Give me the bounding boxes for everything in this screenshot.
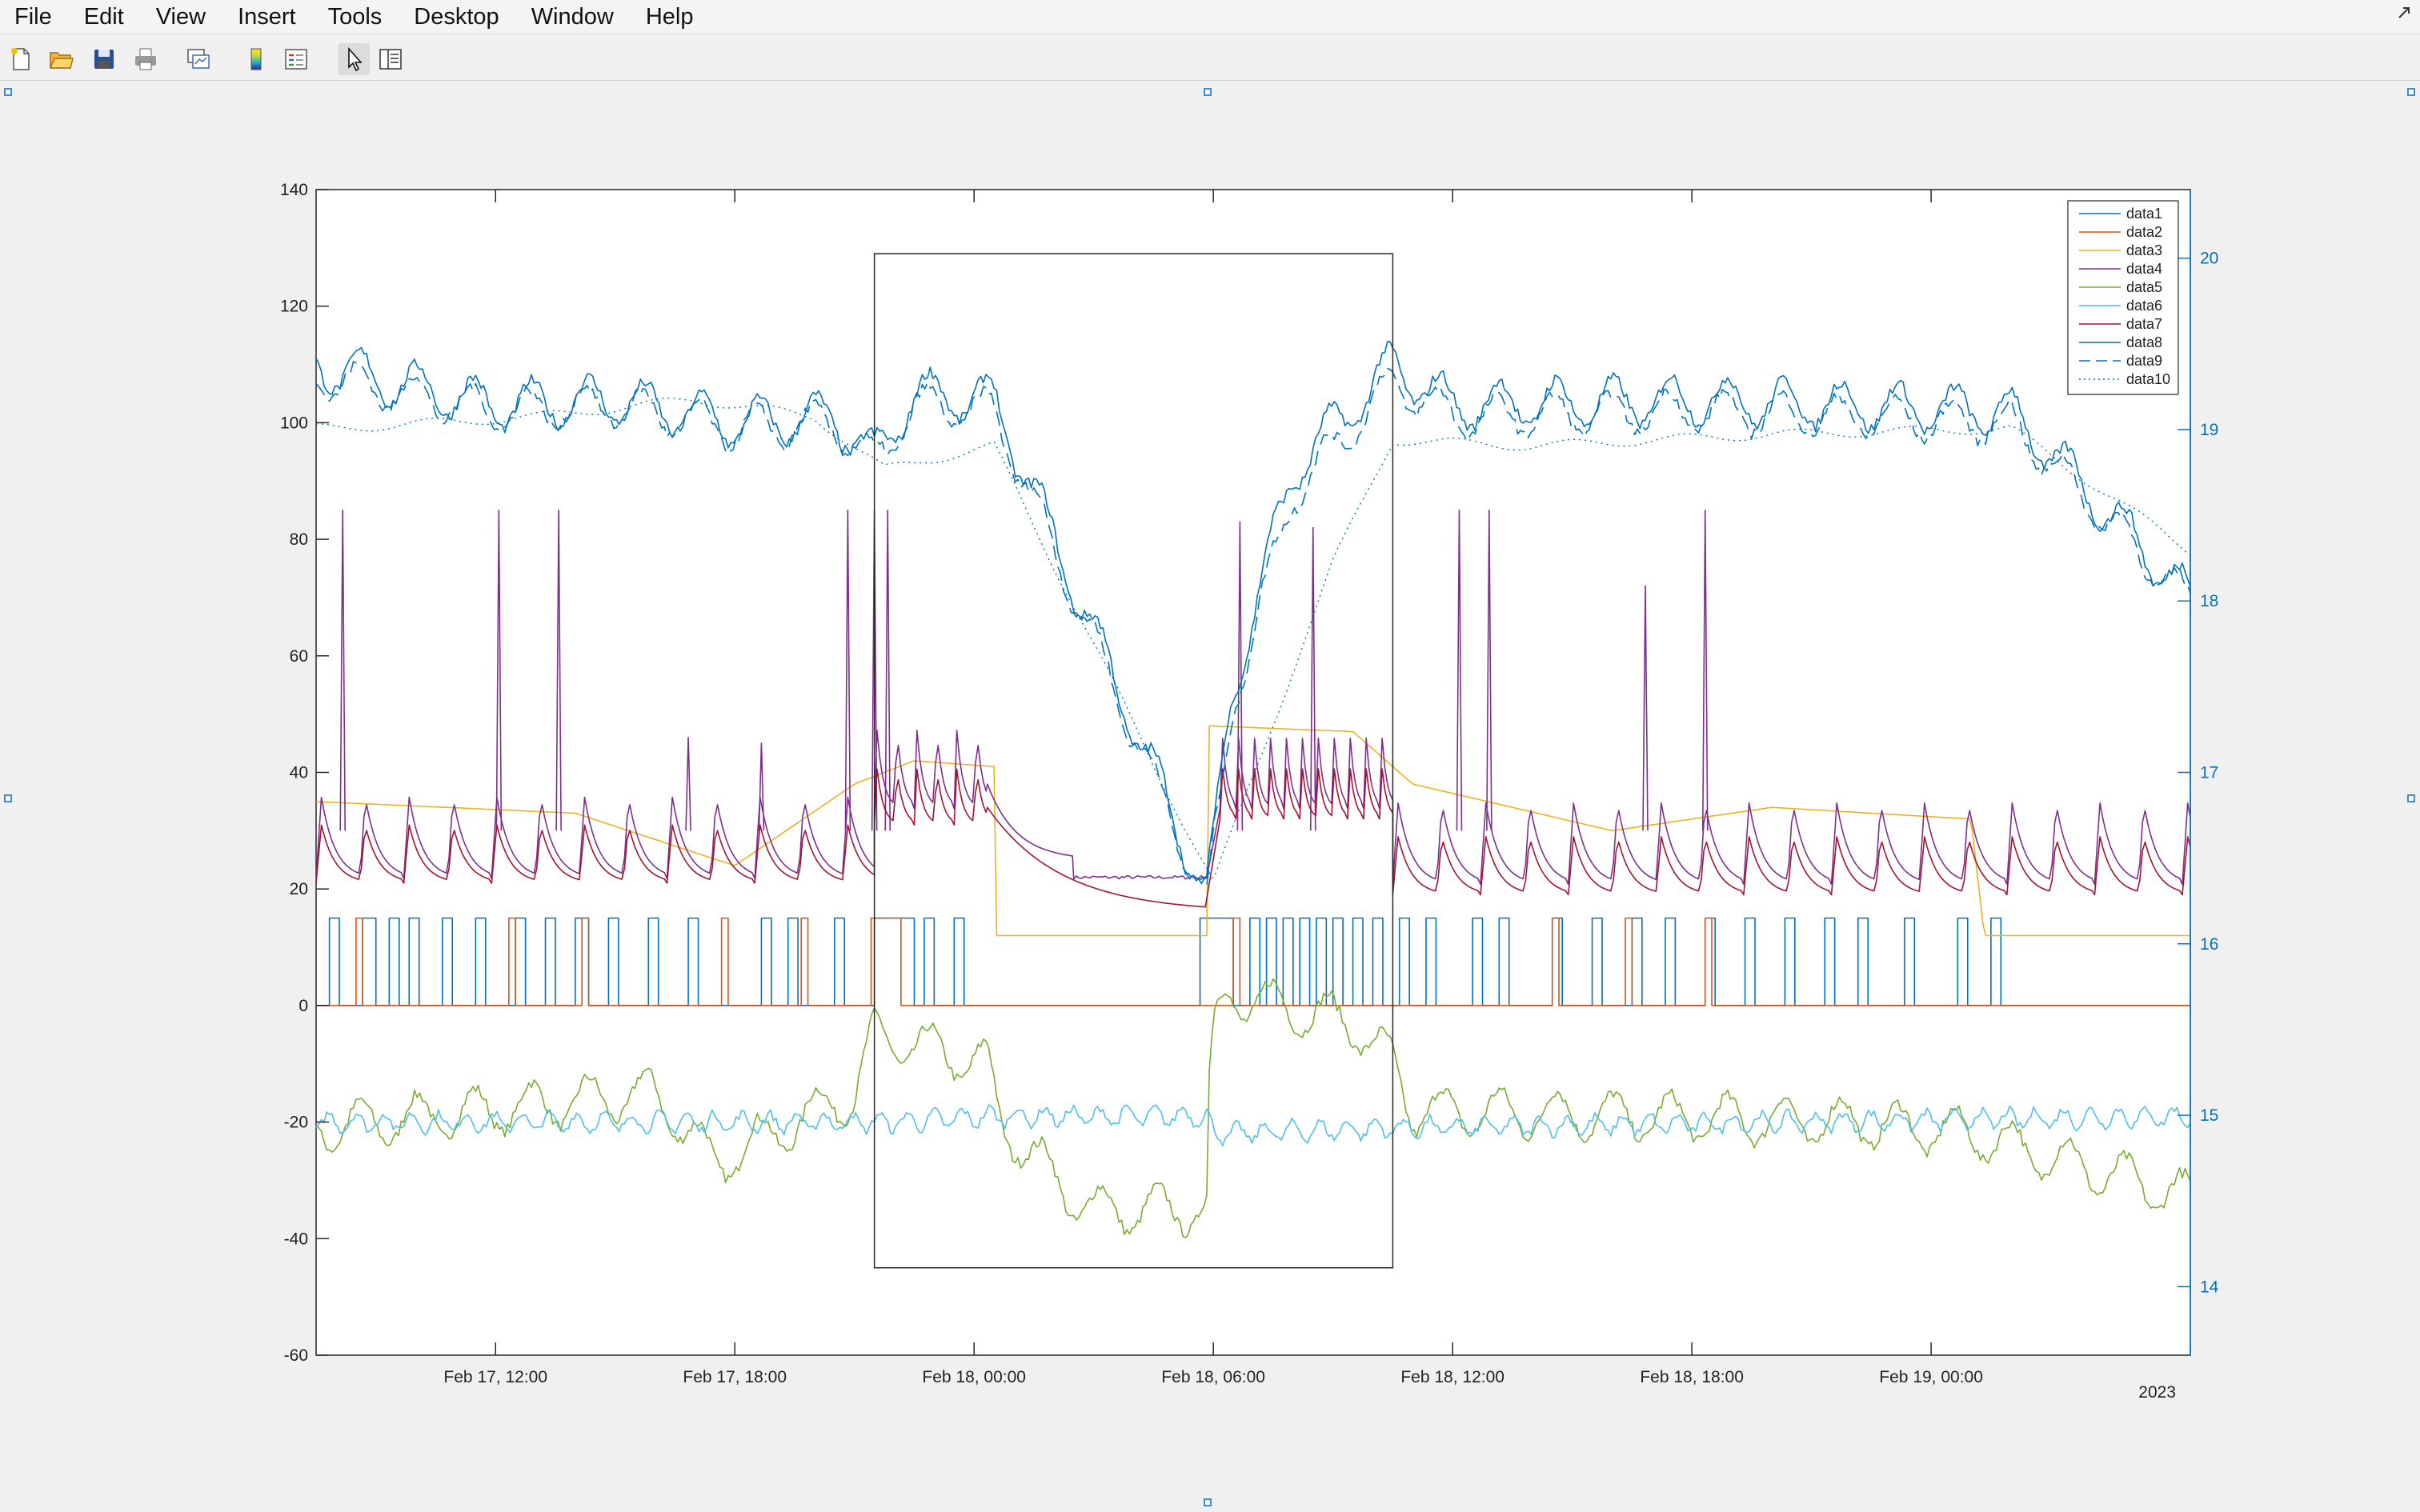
data5-line[interactable] — [315, 978, 2191, 1238]
legend-label-data5: data5 — [2126, 279, 2162, 295]
legend-label-data10: data10 — [2126, 371, 2170, 387]
y-right-tick-label: 19 — [2200, 421, 2218, 439]
series-layer — [315, 341, 2191, 1238]
legend[interactable]: data1 data2 data3 data4 data5 data6 data7 data8… — [2067, 200, 2179, 395]
menu-insert[interactable]: Insert — [238, 4, 296, 30]
annotation-rectangle[interactable] — [873, 253, 1394, 1269]
axes: Feb 17, 12:00 Feb 17, 18:00 Feb 18, 00:00 F… — [280, 181, 2219, 1386]
data6-line[interactable] — [315, 1104, 2191, 1146]
menu-view[interactable]: View — [155, 4, 206, 30]
x-tick-label: Feb 17, 18:00 — [683, 1368, 787, 1386]
legend-label-data8: data8 — [2126, 334, 2162, 350]
menu-window[interactable]: Window — [531, 4, 614, 30]
y-right-tick-label: 16 — [2200, 935, 2218, 954]
y-tick-label: 0 — [298, 997, 308, 1015]
undock-icon[interactable] — [2396, 5, 2414, 22]
legend-label-data7: data7 — [2126, 316, 2162, 332]
legend-label-data2: data2 — [2126, 224, 2162, 240]
resize-handle-left[interactable] — [4, 794, 12, 802]
legend-label-data3: data3 — [2126, 242, 2162, 258]
menu-help[interactable]: Help — [645, 4, 694, 30]
y-tick-label: -20 — [284, 1114, 308, 1132]
y-tick-label: 120 — [280, 298, 308, 316]
x-tick-label: Feb 17, 12:00 — [443, 1368, 547, 1386]
data8-line[interactable] — [315, 341, 2191, 885]
y-tick-label: 40 — [290, 764, 308, 782]
menu-file[interactable]: File — [14, 4, 52, 30]
y-tick-label: 20 — [290, 880, 308, 898]
save-icon[interactable] — [88, 43, 120, 75]
data7-line[interactable] — [315, 768, 2191, 908]
y-tick-label: 60 — [290, 647, 308, 666]
y-right-tick-label: 15 — [2200, 1106, 2218, 1125]
x-tick-label: Feb 18, 12:00 — [1400, 1368, 1504, 1386]
property-inspector-icon[interactable] — [375, 43, 407, 75]
data4-line[interactable] — [315, 509, 2191, 886]
menu-desktop[interactable]: Desktop — [414, 4, 499, 30]
link-plot-icon[interactable] — [182, 43, 214, 75]
data2-line[interactable] — [316, 917, 2190, 1006]
x-tick-label: Feb 18, 00:00 — [922, 1368, 1026, 1386]
legend-label-data9: data9 — [2126, 353, 2162, 369]
y-right-tick-label: 14 — [2200, 1278, 2219, 1296]
legend-label-data4: data4 — [2126, 261, 2162, 277]
menu-bar: File Edit View Insert Tools Desktop Wind… — [0, 0, 2420, 34]
x-tick-label: Feb 19, 00:00 — [1879, 1368, 1983, 1386]
insert-colorbar-icon[interactable] — [240, 43, 272, 75]
y-right-tick-label: 17 — [2200, 764, 2218, 782]
resize-handle-bottom[interactable] — [1204, 1498, 1212, 1506]
data10-line[interactable] — [316, 398, 2191, 878]
y-right-tick-label: 20 — [2200, 250, 2218, 268]
y-tick-label: -40 — [284, 1230, 308, 1248]
menu-edit[interactable]: Edit — [83, 4, 124, 30]
y-tick-label: 80 — [290, 530, 308, 549]
toolbar — [0, 35, 2420, 81]
data9-line[interactable] — [315, 361, 2191, 886]
new-figure-icon[interactable] — [5, 43, 37, 75]
legend-label-data1: data1 — [2126, 206, 2162, 222]
resize-handle-top[interactable] — [1204, 88, 1212, 96]
data3-line[interactable] — [315, 725, 2190, 937]
resize-handle-top-left[interactable] — [4, 88, 12, 96]
menu-tools[interactable]: Tools — [327, 4, 383, 30]
x-tick-label: Feb 18, 06:00 — [1161, 1368, 1265, 1386]
resize-handle-top-right[interactable] — [2407, 88, 2415, 96]
x-tick-label: Feb 18, 18:00 — [1640, 1368, 1744, 1386]
resize-handle-right[interactable] — [2407, 794, 2415, 802]
print-icon[interactable] — [130, 43, 162, 75]
y-tick-label: -60 — [284, 1346, 308, 1365]
y-tick-label: 140 — [280, 181, 308, 199]
insert-legend-icon[interactable] — [280, 43, 312, 75]
open-file-icon[interactable] — [45, 43, 77, 75]
edit-plot-pointer-icon[interactable] — [338, 43, 370, 75]
legend-label-data6: data6 — [2126, 298, 2162, 314]
x-secondary-label: 2023 — [2138, 1383, 2176, 1402]
y-right-tick-label: 18 — [2200, 592, 2218, 610]
legend-box — [2067, 200, 2179, 395]
y-tick-label: 100 — [280, 414, 308, 432]
